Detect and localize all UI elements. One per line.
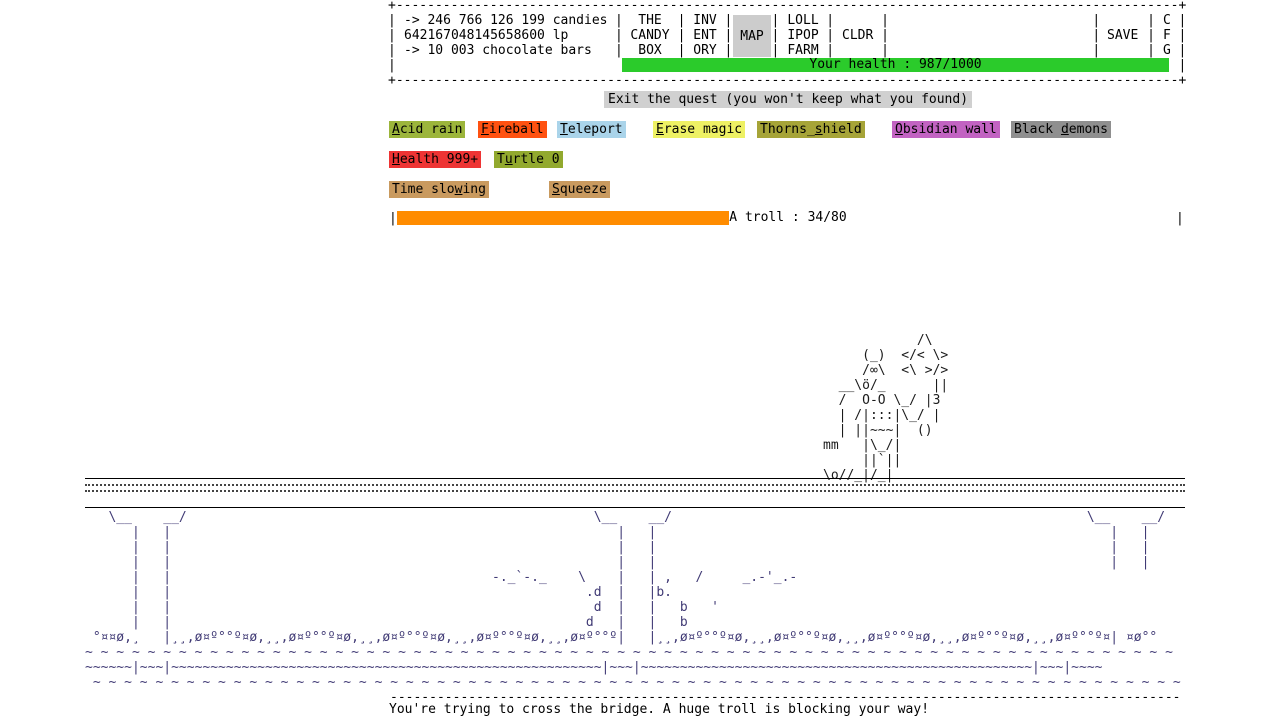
spell-label: rtle 0 xyxy=(512,152,560,167)
tab-c[interactable]: C xyxy=(1163,13,1171,28)
bridge-ascii-art: \__ __/ \__ __/ \__ __/ | | xyxy=(85,510,1181,690)
spell-teleport-button[interactable]: Teleport xyxy=(557,121,626,138)
bridge-deck-dotted-line-2 xyxy=(85,490,1185,492)
spell-hotkey: O xyxy=(895,122,903,137)
spell-hotkey: H xyxy=(392,152,400,167)
spell-label: eleport xyxy=(567,122,623,137)
tab-g[interactable]: G xyxy=(1163,43,1171,58)
stat-chocolate-bars: -> 10 003 chocolate bars xyxy=(404,43,592,58)
spell-time-slowing-button[interactable]: Time slowing xyxy=(389,181,489,198)
spell-hotkey: A xyxy=(392,122,400,137)
troll-health-label: A troll : 34/80 xyxy=(729,210,847,225)
spell-thorns-shield-button[interactable]: Thorns_shield xyxy=(757,121,865,138)
spell-hotkey: T xyxy=(560,122,568,137)
tab-map-label: MAP xyxy=(740,28,764,44)
spell-hotkey: u xyxy=(504,152,513,167)
spell-label: Thorns_ xyxy=(760,122,815,137)
bridge-deck-bottom-line xyxy=(85,507,1185,508)
spell-hotkey: S xyxy=(552,182,560,197)
spell-erase-magic-button[interactable]: Erase magic xyxy=(653,121,746,138)
bridge-deck-top-line xyxy=(85,478,1185,479)
header-frame: +---------------------------------------… xyxy=(388,0,1187,88)
spell-label: rase magic xyxy=(663,122,743,137)
spell-label: T xyxy=(497,152,505,167)
exit-quest-button[interactable]: Exit the quest (you won't keep what you … xyxy=(604,91,973,108)
stat-candies: -> 246 766 126 199 candies xyxy=(404,13,608,28)
tab-cldr[interactable]: CLDR xyxy=(842,28,874,43)
spell-hotkey: w xyxy=(454,182,463,197)
tab-lollipop-farm[interactable]: LOLL IPOP FARM xyxy=(787,13,819,58)
spell-black-demons-button[interactable]: Black demons xyxy=(1011,121,1111,138)
spell-label: hield xyxy=(822,122,862,137)
troll-health-fill xyxy=(397,211,730,225)
tab-inventory[interactable]: INV ENT ORY xyxy=(693,13,717,58)
stat-lollipops: 642167048145658600 lp xyxy=(404,28,569,43)
spell-health-999-button[interactable]: Health 999+ xyxy=(389,151,482,168)
spell-label: queeze xyxy=(559,182,607,197)
spell-label: bsidian wall xyxy=(902,122,997,137)
tab-map[interactable]: MAP xyxy=(733,15,771,57)
bridge-deck-dotted-line-1 xyxy=(85,484,1185,486)
health-bar-label: Your health : 987/1000 xyxy=(809,57,982,72)
spell-obsidian-wall-button[interactable]: Obsidian wall xyxy=(892,121,1000,138)
spell-label: ealth 999+ xyxy=(399,152,479,167)
save-button[interactable]: SAVE xyxy=(1107,28,1139,43)
troll-bar-left-pipe: | xyxy=(389,211,397,226)
spell-label: Time slo xyxy=(392,182,455,197)
spell-turtle-0-button[interactable]: Turtle 0 xyxy=(494,151,563,168)
troll-ascii-art: /\ (_) </< \> /∞\ <\ >/> __\ö/_ || / O-O… xyxy=(823,333,949,483)
spell-hotkey: d xyxy=(1060,122,1069,137)
spell-squeeze-button[interactable]: Squeeze xyxy=(549,181,610,198)
spell-fireball-button[interactable]: Fireball xyxy=(478,121,547,138)
quest-message: You're trying to cross the bridge. A hug… xyxy=(389,702,930,717)
spell-label: ing xyxy=(462,182,486,197)
spell-label: emons xyxy=(1068,122,1108,137)
spell-label: ireball xyxy=(488,122,544,137)
troll-health-bar: A troll : 34/80 xyxy=(397,211,1179,225)
spell-hotkey: E xyxy=(656,122,664,137)
tab-f[interactable]: F xyxy=(1163,28,1171,43)
troll-bar-right-pipe: | xyxy=(1176,211,1184,226)
health-bar: Your health : 987/1000 xyxy=(622,58,1169,72)
exit-quest-label: Exit the quest (you won't keep what you … xyxy=(608,92,969,107)
tab-candy-box[interactable]: THE CANDY BOX xyxy=(630,13,670,58)
spell-hotkey: s xyxy=(814,122,823,137)
bottom-separator: ----------------------------------------… xyxy=(390,690,1181,705)
spell-hotkey: F xyxy=(481,122,489,137)
spell-label: Black xyxy=(1014,122,1061,137)
spell-label: cid rain xyxy=(399,122,463,137)
spell-acid-rain-button[interactable]: Acid rain xyxy=(389,121,466,138)
